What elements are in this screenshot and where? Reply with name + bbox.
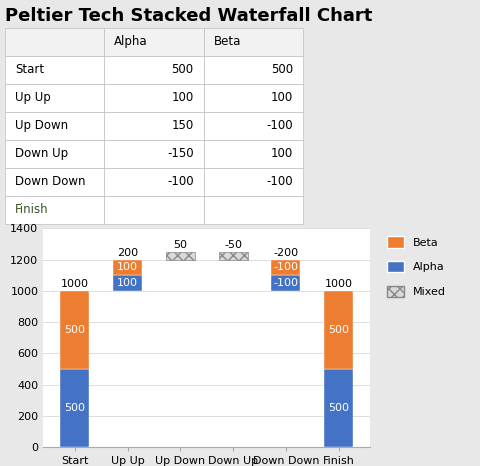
Text: 1000: 1000 [324, 279, 352, 289]
Text: 1000: 1000 [61, 279, 89, 289]
Text: 200: 200 [117, 248, 138, 258]
Text: 100: 100 [117, 262, 138, 273]
Text: 500: 500 [64, 325, 85, 335]
Bar [271, 275, 300, 291]
Text: Peltier Tech Stacked Waterfall Chart: Peltier Tech Stacked Waterfall Chart [5, 7, 372, 25]
Bar [60, 369, 89, 447]
Text: 500: 500 [327, 403, 348, 413]
Bar [60, 291, 89, 369]
Text: 500: 500 [64, 403, 85, 413]
Bar [271, 260, 300, 275]
Bar [218, 252, 247, 260]
Bar [113, 260, 142, 275]
Text: -100: -100 [273, 262, 298, 273]
Legend: Beta, Alpha, Mixed: Beta, Alpha, Mixed [382, 232, 449, 302]
Text: -100: -100 [273, 278, 298, 288]
Bar [324, 369, 352, 447]
Bar [324, 291, 352, 369]
Text: 500: 500 [327, 325, 348, 335]
Text: 50: 50 [173, 240, 187, 250]
Bar [113, 275, 142, 291]
Text: -200: -200 [273, 248, 298, 258]
Text: 100: 100 [117, 278, 138, 288]
Bar [166, 252, 194, 260]
Text: -50: -50 [224, 240, 242, 250]
